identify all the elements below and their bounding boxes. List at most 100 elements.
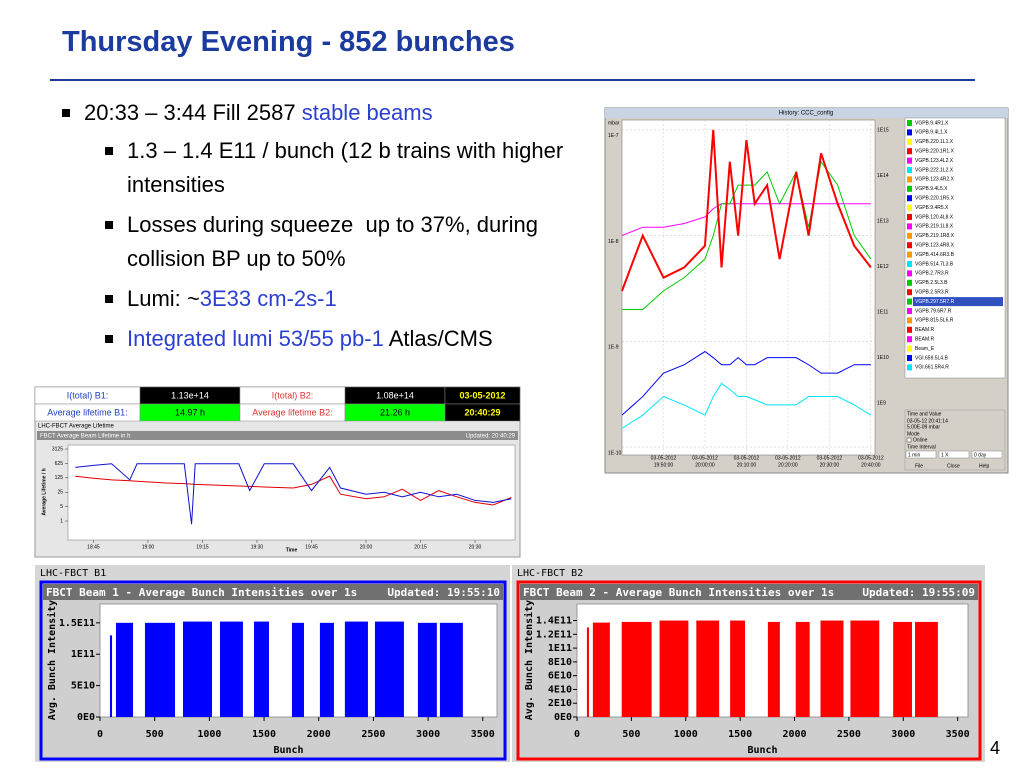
legend-label: VGPB.123.4L2.X <box>915 158 954 164</box>
x-tick-label: 2000 <box>782 729 806 740</box>
y-tick-label: 8E10 <box>548 657 572 668</box>
bunch-train <box>696 620 720 717</box>
group-title: Time and Value <box>907 411 942 417</box>
interval-field <box>938 450 970 459</box>
y-tick-label: 1.5E11 <box>59 618 95 629</box>
legend-label: VGPB.9.4R1.X <box>915 120 949 126</box>
y-tick-label: 2E10 <box>548 698 572 709</box>
legend-swatch <box>907 251 912 258</box>
legend-label: VGPB.220.1L1.X <box>915 139 954 145</box>
updated: Updated: 20:40:29 <box>466 434 516 440</box>
chart-title: FBCT Beam 2 - Average Bunch Intensities … <box>523 586 834 599</box>
legend-swatch <box>907 261 912 267</box>
title-rule <box>50 79 975 81</box>
table-text: 1.08e+14 <box>376 390 414 400</box>
x-tick-date: 03-05-2012 <box>734 455 760 461</box>
x-tick-label: 3000 <box>891 729 915 740</box>
x-tick-label: 20:30 <box>469 544 482 550</box>
bunch-train <box>291 622 304 717</box>
legend-label: VGPB.79.6R7.R <box>915 308 952 314</box>
bunch-train <box>621 621 652 717</box>
legend-swatch <box>907 129 912 136</box>
bunch-train <box>659 620 689 717</box>
x-tick-date: 03-05-2012 <box>692 455 718 461</box>
x-tick-label: 0 <box>97 729 103 740</box>
bullet-marker <box>105 221 113 229</box>
highlight-text: Integrated lumi 53/55 pb-1 <box>127 326 384 351</box>
x-tick-label: 20:00 <box>360 544 373 550</box>
bullet-list: 20:33 – 3:44 Fill 2587 stable beams 1.3 –… <box>62 96 607 362</box>
chart-header <box>520 584 978 600</box>
legend-swatch <box>907 317 912 324</box>
legend-swatch <box>907 232 912 239</box>
menu-button[interactable]: File <box>915 463 923 469</box>
bullet-line: Lumi: ~3E33 cm-2s-1 <box>127 282 607 316</box>
x-tick-label: 1000 <box>197 729 221 740</box>
interval-field <box>971 450 1003 459</box>
table-text: Average lifetime B1: <box>47 407 127 417</box>
x-tick-label: 3500 <box>946 729 970 740</box>
legend-label: BEAM.R <box>915 337 935 343</box>
legend-label: VGI.661.5R4.R <box>915 365 949 371</box>
radio <box>906 437 912 443</box>
history-line <box>621 382 872 429</box>
bunch-train <box>319 622 334 717</box>
interval-value: 1 min <box>908 452 920 458</box>
bullet-text: 20:33 – 3:44 Fill 2587 <box>84 100 302 125</box>
lifetime-line <box>75 475 512 506</box>
table-text: 21.26 h <box>380 407 410 417</box>
time-value: 03-05-12 20:41:14 <box>907 418 948 424</box>
x-tick-label: 20:20:00 <box>778 462 798 468</box>
highlight-text: 3E33 cm-2s-1 <box>199 286 337 311</box>
bunch-train <box>586 627 589 717</box>
menu-button[interactable]: Help <box>979 463 990 469</box>
y-tick-label: 1E-10 <box>608 450 622 456</box>
legend-swatch <box>907 120 912 126</box>
panel-label: LHC-FBCT Average Lifetime <box>38 424 114 430</box>
legend-swatch <box>907 242 912 249</box>
bunch-train <box>219 621 243 717</box>
table-text: 03-05-2012 <box>459 390 505 400</box>
legend-swatch <box>907 223 912 230</box>
y-tick-label: 0E0 <box>77 712 95 723</box>
x-tick-label: 3000 <box>416 729 440 740</box>
table-text: 14.97 h <box>175 407 205 417</box>
interval-field <box>905 450 937 459</box>
x-tick-label: 19:00 <box>142 544 155 550</box>
legend-label: VGPB.219.1L8.X <box>915 224 954 230</box>
bullet-marker <box>105 295 113 303</box>
table-text: 20:40:29 <box>464 407 500 417</box>
chart-header <box>37 431 518 440</box>
x-tick-date: 03-05-2012 <box>651 455 677 461</box>
bullet-text: Atlas/CMS <box>383 326 493 351</box>
highlight-text: stable beams <box>301 100 433 125</box>
x-tick-label: 20:30:00 <box>820 462 840 468</box>
legend-swatch <box>907 204 912 211</box>
y-tick-label: 1E-8 <box>608 239 619 245</box>
updated: Updated: 19:55:09 <box>862 586 975 599</box>
legend-swatch <box>907 308 912 314</box>
menu-button[interactable]: Close <box>947 463 960 469</box>
legend-label: VGPB.9.4L5.X <box>915 186 948 192</box>
legend-swatch <box>907 270 912 277</box>
right-axis-label: 1E15 <box>877 127 889 133</box>
interval-value: 1 X <box>941 452 949 458</box>
bullet-text: 1.3 – 1.4 E11 / bunch (12 b trains with … <box>127 138 570 197</box>
legend-label: Beam_E <box>915 346 935 352</box>
bunch-train <box>730 620 746 717</box>
mode: Online <box>913 437 928 443</box>
chart-header <box>43 584 503 600</box>
bunch-train <box>850 620 880 717</box>
bullet-text: Lumi: ~ <box>127 286 200 311</box>
legend-label: BEAM.R <box>915 327 935 333</box>
page-number: 4 <box>990 738 1001 758</box>
x-tick-label: 18:45 <box>87 544 100 550</box>
x-tick-label: 19:50:00 <box>654 462 674 468</box>
bunch-train <box>915 621 938 717</box>
controls-bg <box>904 409 1006 471</box>
x-tick-label: 1000 <box>674 729 698 740</box>
bunch-train <box>253 621 269 717</box>
legend-label: VGPB.219.1R8.X <box>915 233 955 239</box>
